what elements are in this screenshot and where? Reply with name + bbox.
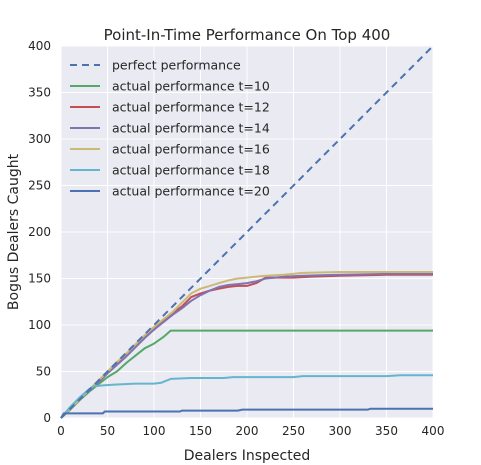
x-tick-label: 50 <box>100 424 115 438</box>
legend-label: perfect performance <box>112 58 241 73</box>
y-axis-label: Bogus Dealers Caught <box>6 153 22 310</box>
chart-title: Point-In-Time Performance On Top 400 <box>104 26 391 44</box>
tick-labels: 0 50 100 150 200 250 300 350 400 0 50 100 150 200 250 3… <box>28 39 444 438</box>
grid-lines <box>60 45 434 419</box>
series-lines <box>60 45 434 419</box>
y-tick-label: 50 <box>36 365 51 379</box>
series-line-0 <box>60 45 434 419</box>
x-tick-label: 300 <box>329 424 352 438</box>
y-tick-label: 100 <box>28 318 51 332</box>
y-tick-label: 350 <box>28 86 51 100</box>
x-tick-label: 350 <box>375 424 398 438</box>
x-tick-label: 150 <box>189 424 212 438</box>
series-line-3 <box>60 272 433 419</box>
x-tick-label: 250 <box>282 424 305 438</box>
y-tick-label: 250 <box>28 179 51 193</box>
y-tick-label: 200 <box>28 225 51 239</box>
legend-label: actual performance t=12 <box>112 100 270 115</box>
x-tick-label: 0 <box>57 424 65 438</box>
legend-label: actual performance t=14 <box>112 121 270 136</box>
legend-label: actual performance t=16 <box>112 142 270 157</box>
y-tick-label: 300 <box>28 132 51 146</box>
y-tick-label: 400 <box>28 39 51 53</box>
x-tick-label: 100 <box>143 424 166 438</box>
x-axis-label: Dealers Inspected <box>184 448 310 464</box>
legend: perfect performance actual performance t=… <box>70 58 270 199</box>
y-tick-label: 0 <box>43 411 51 425</box>
legend-label: actual performance t=10 <box>112 79 270 94</box>
legend-label: actual performance t=20 <box>112 184 270 199</box>
x-tick-label: 200 <box>236 424 259 438</box>
series-line-6 <box>60 407 433 419</box>
series-line-4 <box>60 271 433 419</box>
legend-label: actual performance t=18 <box>112 163 270 178</box>
y-tick-label: 150 <box>28 272 51 286</box>
x-tick-label: 400 <box>422 424 445 438</box>
